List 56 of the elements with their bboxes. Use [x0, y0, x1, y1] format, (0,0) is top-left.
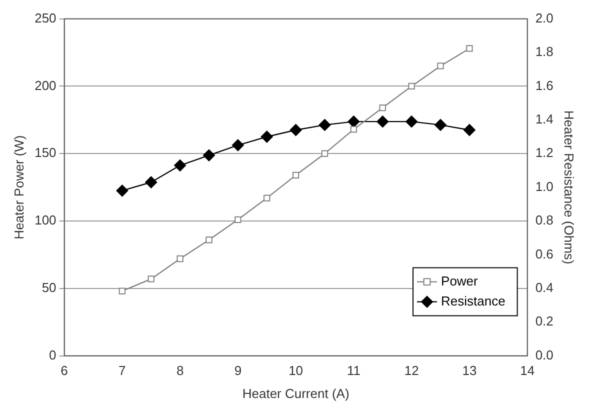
- point: [321, 150, 328, 157]
- y-tick-label: 200: [34, 78, 56, 93]
- point: [376, 116, 389, 128]
- point: [174, 159, 186, 172]
- point: [176, 255, 184, 262]
- point: [437, 62, 444, 70]
- point: [379, 104, 386, 112]
- x-tick-label: 9: [234, 363, 242, 378]
- x-tick-label: 6: [60, 363, 68, 378]
- x-axis-title: Heater Current (A): [242, 386, 350, 401]
- y2-tick-label: 0.2: [535, 314, 554, 329]
- y2-tick-label: 2.0: [535, 10, 554, 26]
- x-tick-label: 8: [176, 363, 184, 378]
- y2-tick-label: 1.8: [535, 44, 554, 60]
- y2-tick-label: 0.6: [535, 246, 554, 262]
- x-tick-label: 10: [288, 363, 304, 378]
- y2-tick-label: 1.0: [535, 178, 554, 194]
- x-tick-label: 12: [404, 363, 419, 378]
- y-tick-label: 150: [34, 145, 56, 160]
- point: [318, 118, 331, 131]
- point: [234, 216, 242, 223]
- point: [406, 116, 418, 128]
- x-tick-label: 7: [118, 363, 126, 378]
- x-tick-label: 13: [462, 363, 477, 378]
- y-tick-label: 100: [34, 212, 56, 228]
- point: [148, 276, 154, 282]
- y-tick-label: 50: [42, 280, 56, 295]
- y2-tick-label: 1.4: [535, 111, 554, 126]
- y2-tick-label: 1.2: [535, 145, 554, 160]
- legend-label: Resistance: [441, 293, 506, 308]
- y-tick-label: 250: [34, 10, 56, 26]
- point: [466, 45, 473, 52]
- point: [260, 130, 273, 143]
- y-tick-label: 0: [49, 347, 56, 362]
- y2-tick-label: 1.6: [535, 78, 554, 93]
- x-tick-label: 11: [346, 363, 360, 378]
- y2-tick-label: 0.0: [535, 347, 554, 362]
- y-axis-title: Heater Power (W): [11, 135, 26, 240]
- point: [232, 139, 244, 152]
- x-tick-label: 14: [520, 363, 535, 378]
- point: [350, 126, 358, 133]
- point: [116, 184, 128, 197]
- point: [434, 118, 447, 131]
- point: [118, 288, 126, 294]
- y2-tick-label: 0.4: [535, 280, 554, 295]
- point: [202, 149, 215, 162]
- point: [408, 82, 415, 90]
- point: [206, 236, 212, 244]
- y2-axis-title: Heater Resistance (Ohms): [562, 110, 577, 264]
- y2-tick-label: 0.8: [535, 212, 554, 228]
- point: [290, 124, 302, 136]
- point: [292, 172, 300, 178]
- point: [463, 124, 476, 136]
- point: [264, 194, 270, 202]
- point: [145, 176, 158, 188]
- legend-label: Power: [441, 273, 479, 288]
